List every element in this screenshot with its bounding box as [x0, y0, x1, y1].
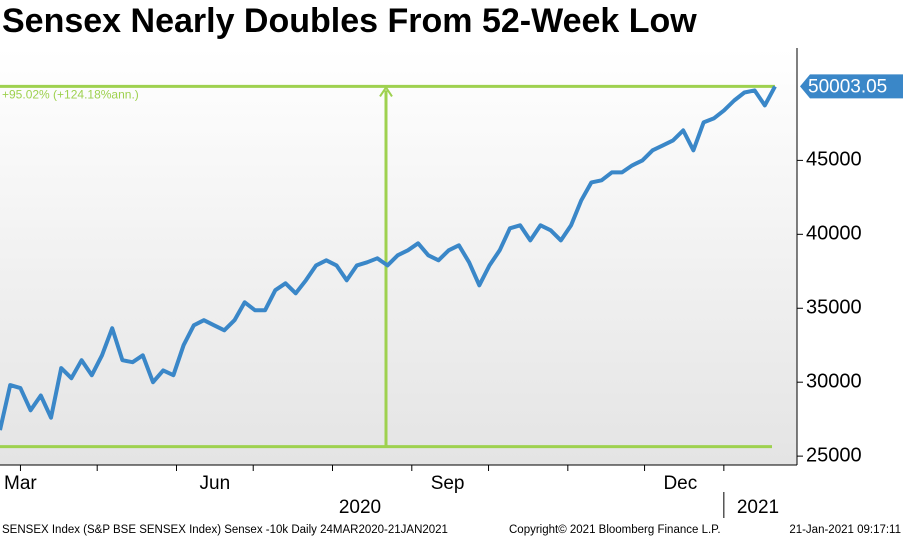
x-tick-label: Dec — [663, 473, 697, 494]
y-tick-label: 25000 — [806, 444, 862, 466]
last-value-label: 50003.05 — [808, 76, 887, 97]
x-tick-label: Jun — [200, 473, 231, 494]
footer-copyright: Copyright© 2021 Bloomberg Finance L.P. — [509, 524, 721, 536]
y-tick-label: 30000 — [806, 370, 862, 392]
y-tick-label: 35000 — [806, 297, 862, 319]
price-line — [0, 85, 777, 431]
year-label: 2020 — [339, 497, 381, 518]
x-tick-label: Sep — [431, 473, 465, 494]
year-label: 2021 — [737, 497, 779, 518]
footer-source: SENSEX Index (S&P BSE SENSEX Index) Sens… — [2, 524, 448, 536]
footer-timestamp: 21-Jan-2021 09:17:11 — [789, 524, 901, 536]
last-value-box — [800, 74, 903, 99]
y-tick-label: 45000 — [806, 149, 862, 171]
chart-title: Sensex Nearly Doubles From 52-Week Low — [2, 2, 697, 40]
x-tick-label: Mar — [4, 473, 37, 494]
y-tick-label: 40000 — [806, 223, 862, 245]
annotation: +95.02% (+124.18%ann.) — [2, 88, 139, 102]
range-arrowhead — [379, 85, 393, 97]
